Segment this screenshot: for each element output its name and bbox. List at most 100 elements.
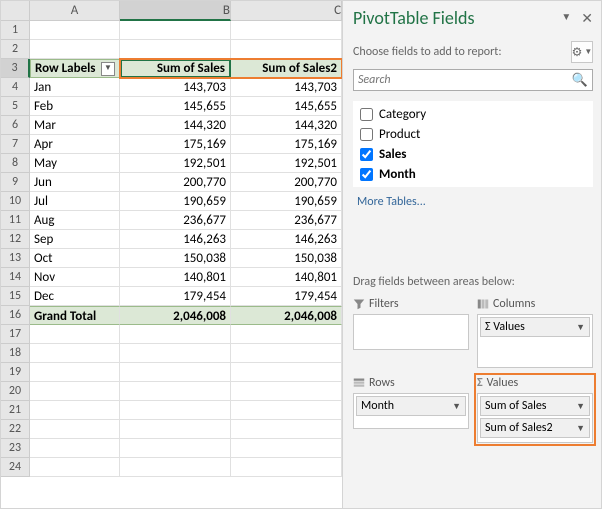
cell[interactable]: 190,659	[120, 192, 231, 211]
cell[interactable]: Mar	[30, 116, 120, 135]
cell[interactable]	[231, 439, 342, 458]
cell[interactable]: 143,703	[231, 78, 342, 97]
field-chip[interactable]: Sum of Sales▼	[480, 396, 590, 416]
row-header[interactable]: 14	[1, 268, 30, 287]
cell[interactable]: Jun	[30, 173, 120, 192]
cell[interactable]	[30, 401, 120, 420]
cell[interactable]: 140,801	[120, 268, 231, 287]
cell[interactable]: Jan	[30, 78, 120, 97]
cell[interactable]	[30, 458, 120, 477]
cell[interactable]	[231, 401, 342, 420]
cell[interactable]: 150,038	[120, 249, 231, 268]
cell[interactable]	[120, 401, 231, 420]
row-header[interactable]: 24	[1, 458, 30, 477]
cell[interactable]	[231, 40, 342, 59]
row-header[interactable]: 13	[1, 249, 30, 268]
cell[interactable]: Feb	[30, 97, 120, 116]
field-checkbox[interactable]	[360, 168, 373, 181]
cell[interactable]	[30, 382, 120, 401]
more-tables-link[interactable]: More Tables...	[353, 189, 593, 269]
cell[interactable]: 150,038	[231, 249, 342, 268]
row-header[interactable]: 12	[1, 230, 30, 249]
col-header-b[interactable]: B	[120, 1, 231, 21]
row-header[interactable]: 18	[1, 344, 30, 363]
cell[interactable]	[231, 458, 342, 477]
cell[interactable]: 144,320	[231, 116, 342, 135]
row-header[interactable]: 7	[1, 135, 30, 154]
field-checkbox[interactable]	[360, 128, 373, 141]
row-header[interactable]: 16	[1, 306, 30, 325]
cell[interactable]: 236,677	[120, 211, 231, 230]
values-dropzone[interactable]: Sum of Sales▼Sum of Sales2▼	[477, 393, 593, 443]
cell[interactable]: 146,263	[231, 230, 342, 249]
field-chip[interactable]: Σ Values▼	[480, 317, 590, 337]
row-header[interactable]: 6	[1, 116, 30, 135]
row-header[interactable]: 11	[1, 211, 30, 230]
field-chip[interactable]: Month▼	[356, 396, 466, 416]
cell[interactable]: Grand Total	[30, 306, 120, 325]
row-header[interactable]: 19	[1, 363, 30, 382]
cell[interactable]	[120, 40, 231, 59]
field-product[interactable]: Product	[356, 124, 592, 144]
tools-button[interactable]: ⚙▼	[571, 41, 593, 63]
cell[interactable]: Sum of Sales2	[231, 59, 342, 78]
cell[interactable]: Aug	[30, 211, 120, 230]
cell[interactable]: Sep	[30, 230, 120, 249]
row-header[interactable]: 5	[1, 97, 30, 116]
columns-dropzone[interactable]: Σ Values▼	[477, 314, 593, 368]
cell[interactable]	[30, 325, 120, 344]
cell[interactable]	[231, 363, 342, 382]
filters-dropzone[interactable]	[353, 314, 469, 350]
cell[interactable]	[30, 344, 120, 363]
cell[interactable]: 179,454	[120, 287, 231, 306]
cell[interactable]	[30, 40, 120, 59]
row-header[interactable]: 9	[1, 173, 30, 192]
cell[interactable]: 144,320	[120, 116, 231, 135]
row-header[interactable]: 23	[1, 439, 30, 458]
cell[interactable]: 192,501	[120, 154, 231, 173]
cell[interactable]: Nov	[30, 268, 120, 287]
cell[interactable]: 2,046,008	[120, 306, 231, 325]
cell[interactable]	[120, 363, 231, 382]
row-header[interactable]: 20	[1, 382, 30, 401]
cell[interactable]: 192,501	[231, 154, 342, 173]
cell[interactable]	[30, 21, 120, 40]
cell[interactable]	[30, 363, 120, 382]
cell[interactable]: May	[30, 154, 120, 173]
cell[interactable]: 200,770	[231, 173, 342, 192]
row-header[interactable]: 1	[1, 21, 30, 40]
cell[interactable]	[120, 325, 231, 344]
field-checkbox[interactable]	[360, 148, 373, 161]
cell[interactable]	[231, 420, 342, 439]
cell[interactable]	[120, 420, 231, 439]
cell[interactable]: 145,655	[120, 97, 231, 116]
cell[interactable]: 146,263	[120, 230, 231, 249]
cell[interactable]	[120, 439, 231, 458]
col-header-a[interactable]: A	[30, 1, 120, 21]
field-chip[interactable]: Sum of Sales2▼	[480, 418, 590, 438]
cell[interactable]	[120, 344, 231, 363]
field-checkbox[interactable]	[360, 108, 373, 121]
search-field[interactable]	[358, 73, 572, 87]
cell[interactable]	[120, 21, 231, 40]
cell[interactable]	[231, 382, 342, 401]
field-month[interactable]: Month	[356, 164, 592, 184]
cell[interactable]	[231, 21, 342, 40]
row-header[interactable]: 4	[1, 78, 30, 97]
cell[interactable]	[30, 420, 120, 439]
row-header[interactable]: 2	[1, 40, 30, 59]
cell[interactable]: Sum of Sales	[120, 59, 231, 78]
cell[interactable]: 143,703	[120, 78, 231, 97]
cell[interactable]: 179,454	[231, 287, 342, 306]
cell[interactable]: Apr	[30, 135, 120, 154]
search-input[interactable]: 🔍	[353, 69, 593, 91]
row-header[interactable]: 15	[1, 287, 30, 306]
cell[interactable]: 2,046,008	[231, 306, 342, 325]
cell[interactable]	[30, 439, 120, 458]
cell[interactable]: 175,169	[120, 135, 231, 154]
row-header[interactable]: 21	[1, 401, 30, 420]
cell[interactable]: 145,655	[231, 97, 342, 116]
cell[interactable]	[231, 325, 342, 344]
cell[interactable]: Jul	[30, 192, 120, 211]
cell[interactable]: 236,677	[231, 211, 342, 230]
